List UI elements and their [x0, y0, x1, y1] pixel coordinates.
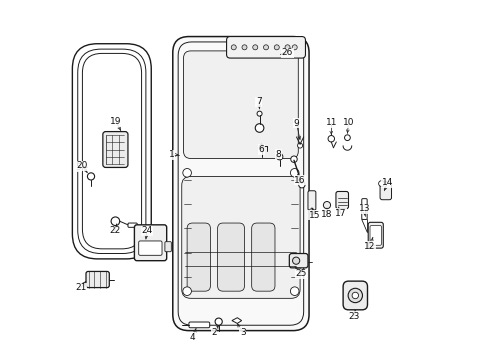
FancyBboxPatch shape: [307, 191, 315, 211]
Circle shape: [242, 45, 246, 50]
Text: 21: 21: [75, 283, 86, 292]
Text: 16: 16: [294, 176, 305, 185]
FancyBboxPatch shape: [128, 223, 137, 227]
Text: 20: 20: [77, 161, 88, 170]
Circle shape: [290, 287, 298, 296]
Text: 22: 22: [109, 226, 120, 235]
Circle shape: [111, 217, 120, 226]
Circle shape: [378, 181, 384, 186]
Text: 13: 13: [358, 204, 369, 213]
Circle shape: [263, 45, 268, 50]
Text: 7: 7: [255, 97, 261, 106]
FancyBboxPatch shape: [86, 271, 109, 288]
FancyBboxPatch shape: [164, 242, 171, 252]
Text: 23: 23: [347, 312, 359, 321]
FancyBboxPatch shape: [289, 253, 307, 268]
Polygon shape: [231, 318, 241, 323]
FancyBboxPatch shape: [251, 223, 274, 291]
FancyBboxPatch shape: [226, 37, 305, 58]
Text: 1: 1: [168, 150, 174, 159]
FancyBboxPatch shape: [139, 241, 162, 255]
Circle shape: [276, 153, 282, 160]
FancyBboxPatch shape: [217, 223, 244, 291]
Circle shape: [308, 209, 314, 215]
FancyBboxPatch shape: [379, 182, 391, 200]
FancyBboxPatch shape: [369, 226, 381, 245]
Circle shape: [292, 257, 299, 264]
Circle shape: [183, 287, 191, 296]
FancyBboxPatch shape: [361, 199, 366, 220]
Text: 24: 24: [141, 226, 152, 235]
Circle shape: [252, 45, 257, 50]
FancyBboxPatch shape: [134, 225, 166, 261]
Text: 11: 11: [325, 118, 336, 127]
Text: 12: 12: [364, 242, 375, 251]
Circle shape: [285, 45, 289, 50]
Circle shape: [298, 181, 305, 188]
Text: 5: 5: [76, 163, 81, 172]
Circle shape: [215, 318, 222, 325]
Text: 18: 18: [320, 210, 331, 219]
Circle shape: [292, 45, 297, 50]
Text: 26: 26: [281, 48, 293, 57]
Text: 2: 2: [211, 328, 216, 337]
Text: 9: 9: [293, 119, 299, 128]
FancyBboxPatch shape: [188, 322, 209, 328]
Text: 8: 8: [275, 150, 281, 159]
FancyBboxPatch shape: [343, 281, 367, 310]
Circle shape: [344, 135, 349, 140]
Text: 15: 15: [308, 211, 320, 220]
Circle shape: [257, 111, 262, 116]
Text: 6: 6: [258, 145, 264, 154]
Circle shape: [290, 168, 298, 177]
Circle shape: [183, 168, 191, 177]
Circle shape: [87, 173, 94, 180]
FancyBboxPatch shape: [367, 222, 383, 248]
Circle shape: [347, 288, 362, 303]
Circle shape: [255, 124, 264, 132]
FancyBboxPatch shape: [172, 37, 308, 330]
FancyBboxPatch shape: [102, 132, 128, 167]
Circle shape: [231, 45, 236, 50]
Circle shape: [290, 156, 297, 162]
Circle shape: [323, 202, 330, 209]
Text: 3: 3: [239, 328, 245, 337]
Circle shape: [327, 135, 334, 142]
Text: 14: 14: [381, 178, 392, 187]
FancyBboxPatch shape: [187, 223, 210, 291]
Circle shape: [351, 292, 358, 299]
Circle shape: [297, 143, 302, 148]
Text: 4: 4: [189, 333, 195, 342]
Circle shape: [259, 144, 264, 149]
FancyBboxPatch shape: [182, 176, 300, 298]
Text: 25: 25: [295, 269, 306, 278]
Text: 10: 10: [342, 118, 353, 127]
FancyBboxPatch shape: [335, 192, 348, 209]
Text: 19: 19: [110, 117, 122, 126]
Text: 17: 17: [334, 209, 346, 218]
Circle shape: [274, 45, 279, 50]
FancyBboxPatch shape: [183, 51, 298, 158]
